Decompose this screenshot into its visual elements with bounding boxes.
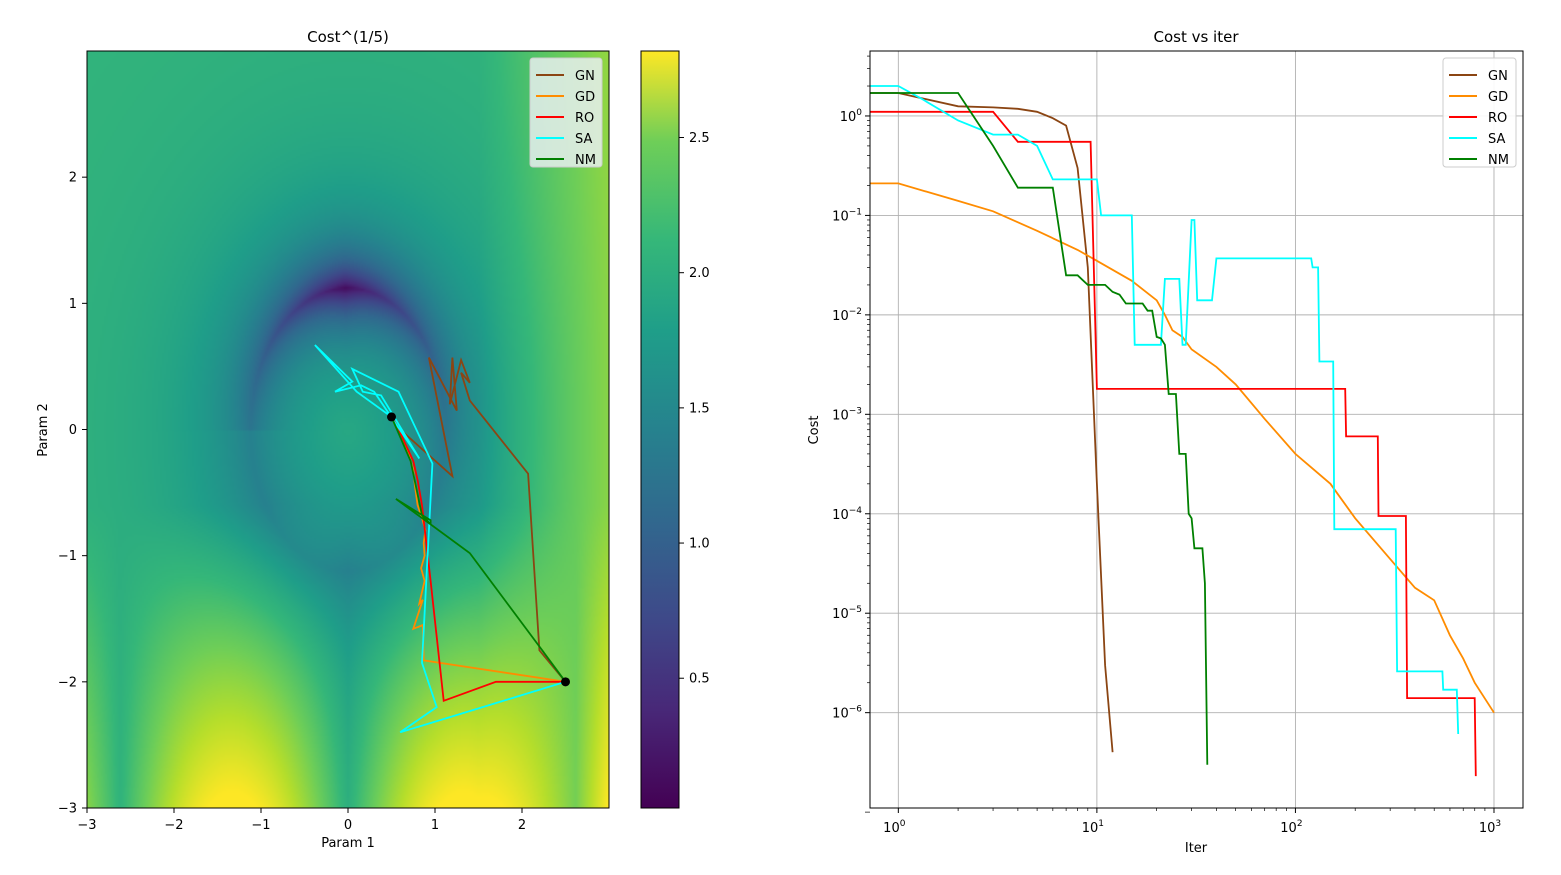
y-axis-ticks: 100 10−1 10−2 10−3 10−4 10−5 10−6	[832, 55, 870, 813]
trajectory-sa	[314, 344, 566, 734]
y-tick-label: −1	[58, 549, 77, 564]
legend-label-gn: GN	[575, 69, 595, 84]
trajectory-gd	[390, 416, 566, 683]
colorbar-tick-label: 0.5	[689, 672, 710, 687]
cost-line-ro	[870, 110, 1477, 777]
legend-label-gn: GN	[1488, 69, 1508, 84]
colorbar-ticks: 0.5 1.0 1.5 2.0 2.5	[679, 131, 710, 687]
x-tick-label: −3	[77, 818, 96, 833]
plot-background	[870, 51, 1523, 808]
y-tick-label: 10−5	[832, 605, 862, 622]
x-tick-label: 101	[1082, 819, 1104, 836]
endpoint-marker-0	[561, 677, 570, 687]
y-tick-label: 2	[69, 171, 77, 186]
legend-label-gd: GD	[575, 90, 595, 105]
endpoint-markers	[387, 412, 570, 687]
cost-line-gn	[870, 92, 1114, 753]
grid-lines	[870, 51, 1523, 808]
x-tick-label: 0	[344, 818, 352, 833]
trajectory-gn	[390, 357, 567, 683]
colorbar-tick-label: 1.5	[689, 401, 710, 416]
legend-label-ro: RO	[575, 111, 594, 126]
x-tick-label: 102	[1280, 819, 1302, 836]
legend-label-nm: NM	[1488, 153, 1509, 168]
legend-label-sa: SA	[1488, 132, 1505, 147]
y-tick-label: −2	[58, 675, 77, 690]
legend: GN GD RO SA NM	[529, 57, 603, 168]
legend-label-ro: RO	[1488, 111, 1507, 126]
legend-label-sa: SA	[575, 132, 592, 147]
colorbar-tick-label: 2.0	[689, 266, 710, 281]
x-tick-label: −1	[251, 818, 270, 833]
x-tick-label: 1	[431, 818, 439, 833]
x-axis-ticks: 100 101 102 103	[883, 808, 1501, 836]
y-axis-label: Param 2	[36, 403, 51, 457]
x-tick-label: 103	[1479, 819, 1501, 836]
legend-box	[529, 57, 603, 168]
x-axis-label: Param 1	[321, 836, 375, 851]
colorbar-gradient	[640, 50, 680, 809]
x-axis-label: Iter	[1185, 841, 1208, 856]
colorbar-tick-label: 2.5	[689, 131, 710, 146]
endpoint-marker-1	[387, 412, 396, 422]
cost-line-gd	[870, 182, 1495, 714]
chart-title: Cost^(1/5)	[307, 28, 389, 46]
x-tick-label: −2	[164, 818, 183, 833]
y-tick-label: 10−6	[832, 705, 862, 722]
y-tick-label: 10−2	[832, 307, 862, 324]
y-tick-label: 0	[69, 423, 77, 438]
x-tick-label: 100	[883, 819, 906, 836]
legend-label-nm: NM	[575, 153, 596, 168]
x-axis-ticks: −3 −2 −1 0 1 2	[77, 808, 526, 833]
y-tick-label: −3	[58, 802, 77, 817]
contour-panel: Cost^(1/5) −3 −2 −1 0 1 2 −3 −2 −1 0 1 2 Param 1 P…	[36, 28, 610, 851]
cost-line-nm	[870, 92, 1209, 765]
cost-lines	[870, 85, 1495, 777]
cost-line-sa	[870, 85, 1460, 735]
colorbar-tick-label: 1.0	[689, 537, 710, 552]
y-tick-label: 10−4	[832, 506, 862, 523]
cost-panel: Cost vs iter 100 101 102 103 100 10−1 10−2 10−…	[807, 28, 1524, 856]
x-tick-label: 2	[518, 818, 526, 833]
legend: GN GD RO SA NM	[1442, 57, 1517, 168]
legend-label-gd: GD	[1488, 90, 1508, 105]
chart-title: Cost vs iter	[1153, 28, 1239, 46]
y-tick-label: 10−3	[832, 406, 862, 423]
y-axis-ticks: −3 −2 −1 0 1 2	[58, 171, 87, 817]
y-tick-label: 100	[840, 108, 863, 125]
trajectory-lines	[314, 344, 567, 734]
trajectory-nm	[390, 416, 567, 683]
y-tick-label: 10−1	[832, 207, 862, 224]
y-tick-label: 1	[69, 297, 77, 312]
colorbar: 0.5 1.0 1.5 2.0 2.5	[640, 50, 710, 809]
trajectory-ro	[390, 416, 566, 703]
y-axis-label: Cost	[807, 416, 822, 445]
legend-box	[1442, 57, 1517, 168]
